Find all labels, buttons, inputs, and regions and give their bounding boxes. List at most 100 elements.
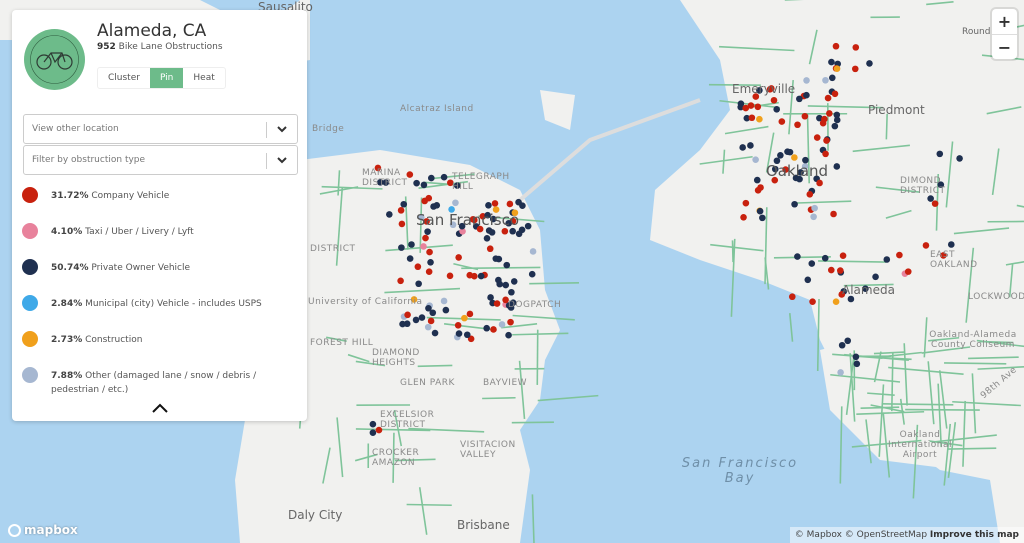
obstruction-pin[interactable] <box>872 273 879 281</box>
obstruction-pin[interactable] <box>418 314 426 321</box>
obstruction-pin[interactable] <box>449 221 457 229</box>
obstruction-pin[interactable] <box>433 202 441 209</box>
obstruction-pin[interactable] <box>506 200 514 208</box>
obstruction-pin[interactable] <box>839 252 847 259</box>
obstruction-pin[interactable] <box>810 213 817 221</box>
obstruction-pin[interactable] <box>425 304 432 312</box>
legend-item[interactable]: 2.84% Municipal (city) Vehicle - include… <box>22 295 292 311</box>
obstruction-pin[interactable] <box>463 331 471 339</box>
obstruction-pin[interactable] <box>753 176 761 184</box>
legend-item[interactable]: 2.73% Construction <box>22 331 292 347</box>
obstruction-pin[interactable] <box>459 227 466 235</box>
obstruction-pin[interactable] <box>922 242 930 249</box>
obstruction-pin[interactable] <box>747 102 755 109</box>
obstruction-pin[interactable] <box>831 90 839 98</box>
obstruction-pin[interactable] <box>828 74 836 82</box>
obstruction-pin[interactable] <box>420 243 427 250</box>
obstruction-pin[interactable] <box>771 176 779 184</box>
obstruction-pin[interactable] <box>397 207 405 214</box>
obstruction-pin[interactable] <box>484 211 491 219</box>
obstruction-pin[interactable] <box>801 163 809 170</box>
legend-item[interactable]: 31.72% Company Vehicle <box>22 187 292 203</box>
obstruction-pin[interactable] <box>824 94 832 102</box>
obstruction-pin[interactable] <box>759 214 766 222</box>
obstruction-pin[interactable] <box>896 251 903 259</box>
obstruction-pin[interactable] <box>931 200 939 207</box>
obstruction-pin[interactable] <box>426 248 433 256</box>
obstruction-pin[interactable] <box>397 277 404 285</box>
obstruction-pin[interactable] <box>505 331 512 339</box>
obstruction-pin[interactable] <box>414 263 422 271</box>
obstruction-pin[interactable] <box>827 266 835 274</box>
mapbox-attribution-link[interactable]: © Mapbox <box>794 530 842 540</box>
obstruction-pin[interactable] <box>773 157 781 165</box>
obstruction-pin[interactable] <box>766 85 774 93</box>
obstruction-pin[interactable] <box>376 179 384 186</box>
obstruction-pin[interactable] <box>423 218 430 225</box>
obstruction-pin[interactable] <box>773 106 780 113</box>
obstruction-pin[interactable] <box>508 288 515 296</box>
obstruction-pin[interactable] <box>507 318 514 326</box>
mode-cluster-button[interactable]: Cluster <box>108 73 140 83</box>
obstruction-pin[interactable] <box>796 95 803 103</box>
obstruction-pin[interactable] <box>503 261 511 269</box>
legend-item[interactable]: 50.74% Private Owner Vehicle <box>22 259 292 275</box>
obstruction-pin[interactable] <box>823 137 830 144</box>
obstruction-pin[interactable] <box>782 166 789 173</box>
obstruction-filter-select[interactable]: Filter by obstruction type <box>23 145 298 175</box>
obstruction-pin[interactable] <box>777 152 784 159</box>
obstruction-pin[interactable] <box>477 272 485 280</box>
obstruction-pin[interactable] <box>476 225 484 233</box>
chevron-down-icon[interactable] <box>276 123 288 135</box>
obstruction-pin[interactable] <box>427 259 434 266</box>
obstruction-pin[interactable] <box>826 110 833 117</box>
zoom-out-button[interactable]: − <box>992 34 1017 59</box>
location-select[interactable]: View other location <box>23 114 298 144</box>
obstruction-pin[interactable] <box>483 324 490 332</box>
obstruction-pin[interactable] <box>813 134 821 141</box>
obstruction-pin[interactable] <box>424 323 432 331</box>
obstruction-pin[interactable] <box>801 112 809 120</box>
obstruction-pin[interactable] <box>883 256 891 263</box>
obstruction-pin[interactable] <box>428 174 435 182</box>
chevron-down-icon[interactable] <box>276 154 288 166</box>
obstruction-pin[interactable] <box>754 103 762 111</box>
obstruction-pin[interactable] <box>505 219 513 227</box>
obstruction-pin[interactable] <box>852 44 860 51</box>
obstruction-pin[interactable] <box>412 316 420 324</box>
obstruction-pin[interactable] <box>937 181 945 188</box>
obstruction-pin[interactable] <box>803 91 810 99</box>
obstruction-pin[interactable] <box>778 118 786 125</box>
mapbox-logo[interactable]: mapbox <box>8 523 78 537</box>
obstruction-pin[interactable] <box>455 254 462 261</box>
obstruction-pin[interactable] <box>833 65 841 72</box>
obstruction-pin[interactable] <box>375 426 383 434</box>
obstruction-pin[interactable] <box>452 199 459 207</box>
obstruction-pin[interactable] <box>374 164 382 172</box>
obstruction-pin[interactable] <box>399 320 406 328</box>
obstruction-pin[interactable] <box>386 211 393 218</box>
obstruction-pin[interactable] <box>524 222 532 230</box>
obstruction-pin[interactable] <box>425 194 433 202</box>
obstruction-pin[interactable] <box>418 214 425 221</box>
obstruction-pin[interactable] <box>831 122 839 130</box>
obstruction-pin[interactable] <box>792 174 800 182</box>
obstruction-pin[interactable] <box>866 60 873 67</box>
obstruction-pin[interactable] <box>492 206 500 213</box>
obstruction-pin[interactable] <box>947 241 955 248</box>
zoom-in-button[interactable]: + <box>997 12 1012 31</box>
obstruction-pin[interactable] <box>844 337 852 345</box>
obstruction-pin[interactable] <box>847 295 855 303</box>
obstruction-pin[interactable] <box>483 235 491 242</box>
obstruction-pin[interactable] <box>424 228 431 235</box>
obstruction-pin[interactable] <box>410 296 418 303</box>
obstruction-pin[interactable] <box>791 200 798 208</box>
obstruction-pin[interactable] <box>485 227 493 234</box>
obstruction-pin[interactable] <box>415 280 422 288</box>
obstruction-pin[interactable] <box>369 420 377 428</box>
obstruction-pin[interactable] <box>756 115 763 123</box>
obstruction-pin[interactable] <box>413 179 420 187</box>
obstruction-pin[interactable] <box>466 310 474 318</box>
obstruction-pin[interactable] <box>511 209 519 217</box>
obstruction-pin[interactable] <box>510 278 518 285</box>
